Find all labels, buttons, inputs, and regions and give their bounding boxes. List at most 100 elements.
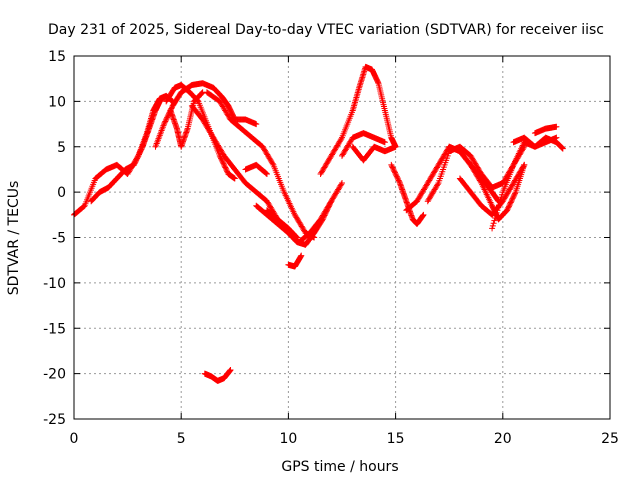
data-point [512,190,519,197]
series-sat-s [446,143,528,223]
series-sat-a [71,92,176,218]
x-tick-label: 25 [601,431,619,447]
data-point [138,145,145,152]
data-point [553,134,560,141]
data-point [220,160,227,167]
data-point [391,169,398,176]
data-point [495,204,502,211]
series-sat-t [456,161,528,218]
series-sat-f [188,102,300,241]
data-point [505,204,512,211]
data-point [223,167,230,174]
data-point [164,113,171,120]
data-point [491,217,498,224]
series-sat-v [510,134,560,150]
data-point [231,175,238,182]
data-point [396,178,403,185]
data-point [135,151,142,158]
series-sat-n [339,130,388,159]
data-point [161,93,168,100]
data-point [492,212,499,219]
data-point [135,152,142,159]
data-point [489,225,496,232]
data-point [221,163,228,170]
data-point [134,154,141,161]
data-point [495,202,502,209]
data-point [394,174,401,181]
data-point [132,159,139,166]
data-point [162,118,169,125]
data-point [510,194,517,201]
data-point [222,164,229,171]
data-point [390,165,397,172]
data-point [338,135,345,142]
data-point [165,111,172,118]
y-tick-label: 15 [48,49,66,65]
data-point [489,222,496,229]
data-point [508,196,515,203]
x-axis-label: GPS time / hours [281,459,398,475]
data-point [164,114,171,121]
data-point [218,156,225,163]
data-point [507,200,514,207]
x-tick-label: 20 [494,431,512,447]
x-tick-label: 10 [279,431,297,447]
data-point [395,176,402,183]
data-point [494,207,501,214]
data-point [497,196,504,203]
data-point [198,90,205,97]
data-point [269,160,276,167]
series-sat-c [152,80,238,150]
series-sat-o [349,143,399,164]
data-point [390,167,397,174]
data-point [392,143,399,150]
data-point [510,193,517,200]
data-point [521,161,528,168]
y-tick-label: 0 [57,185,66,201]
data-point [559,145,566,152]
data-point [511,191,518,198]
data-point [506,202,513,209]
data-markers [71,63,566,384]
y-tick-label: -10 [43,276,66,292]
data-point [504,207,511,214]
data-point [553,123,560,130]
data-point [227,366,234,373]
data-point [504,205,511,212]
series-sat-m [317,63,399,177]
data-point [199,89,206,96]
y-tick-label: -20 [43,367,66,383]
series-sat-g [203,89,318,241]
y-tick-label: -5 [52,231,66,247]
y-tick-label: 5 [57,140,66,156]
y-tick-label: -25 [43,412,66,428]
data-point [253,121,260,128]
data-point [163,115,170,122]
series-sat-b [88,93,168,205]
data-point [218,155,225,162]
data-point [388,163,395,170]
y-tick-label: 10 [48,94,66,110]
data-point [492,215,499,222]
data-point [136,150,143,157]
data-point [161,121,168,128]
data-point [508,198,515,205]
data-point [391,168,398,175]
data-point [388,161,395,168]
data-point [392,170,399,177]
data-point [507,199,514,206]
data-point [162,117,169,124]
series-sat-i [242,161,270,177]
data-point [520,163,527,170]
data-point [393,172,400,179]
data-point [339,180,345,187]
data-point [395,177,402,184]
x-tick-label: 5 [177,431,186,447]
series-sat-k [263,180,345,246]
y-tick-label: -15 [43,321,66,337]
y-axis-label: SDTVAR / TECUs [6,181,22,296]
data-point [219,159,226,166]
data-point [131,161,138,168]
data-point [132,158,139,165]
data-point [263,170,270,177]
